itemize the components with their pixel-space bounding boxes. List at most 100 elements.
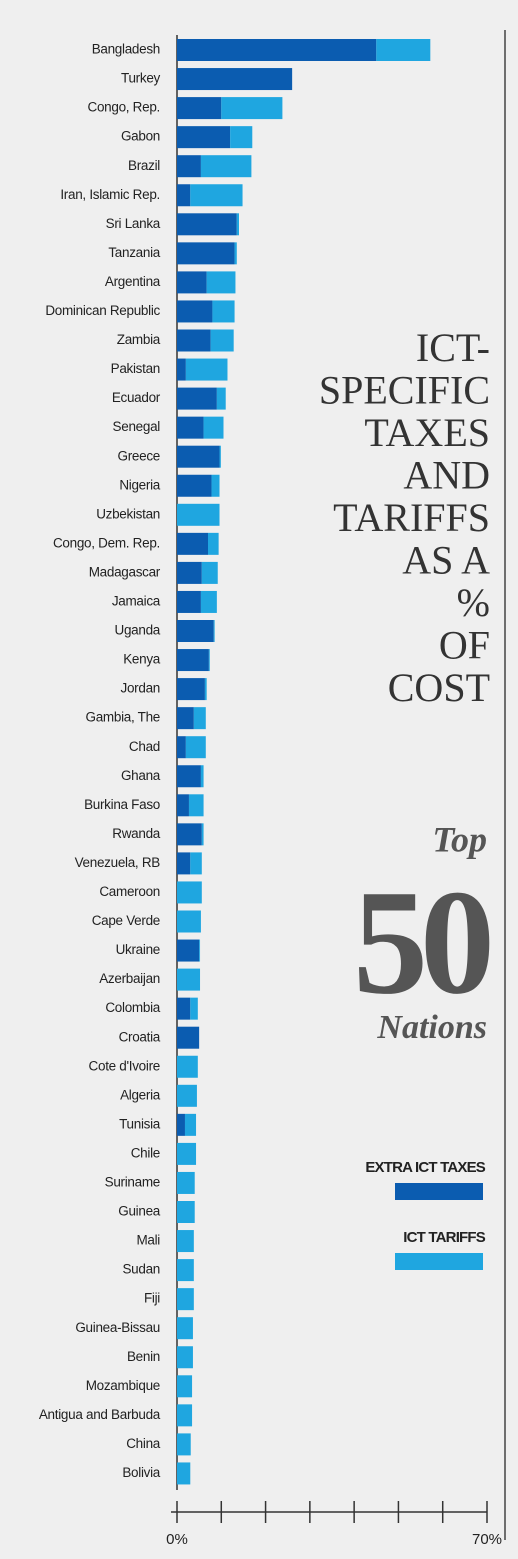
- category-label: Benin: [127, 1349, 160, 1364]
- bar-segment: [177, 678, 205, 701]
- bar-segment: [177, 1375, 193, 1398]
- bar-segment: [188, 794, 204, 817]
- title-line: ICT-: [416, 325, 490, 370]
- bar-segment: [221, 97, 283, 120]
- category-label: Colombia: [105, 1000, 160, 1015]
- legend-swatch: [395, 1253, 483, 1270]
- legend-swatch: [395, 1183, 483, 1200]
- category-label: Mozambique: [86, 1378, 160, 1393]
- title-line: TARIFFS: [333, 495, 490, 540]
- category-label: Gambia, The: [86, 710, 161, 725]
- bar-segment: [234, 242, 237, 265]
- bar-segment: [177, 968, 201, 991]
- subtitle-line: Top: [432, 819, 487, 859]
- bar-segment: [204, 678, 207, 701]
- category-label: Azerbaijan: [99, 971, 160, 986]
- bar-segment: [177, 1288, 194, 1311]
- category-label: Guinea: [118, 1204, 161, 1219]
- category-label: Turkey: [121, 71, 161, 86]
- bar-segment: [177, 1171, 195, 1194]
- category-label: Cape Verde: [92, 913, 160, 928]
- bar-segment: [177, 474, 212, 497]
- bar-segment: [177, 329, 211, 352]
- category-label: Greece: [118, 448, 160, 463]
- bar-segment: [208, 649, 210, 672]
- bar-segment: [177, 707, 194, 730]
- title-line: %: [457, 580, 490, 625]
- category-label: Congo, Dem. Rep.: [53, 535, 160, 550]
- category-label: Bangladesh: [92, 42, 160, 57]
- bar-segment: [177, 155, 201, 178]
- bar-segment: [210, 329, 234, 352]
- bar-segment: [177, 1259, 194, 1282]
- bar-segment: [177, 1055, 198, 1078]
- category-label: Cameroon: [99, 884, 160, 899]
- legend-label: EXTRA ICT TAXES: [365, 1159, 485, 1176]
- bar-segment: [199, 939, 201, 962]
- bar-segment: [177, 1404, 193, 1427]
- x-tick-label: 70%: [472, 1531, 502, 1548]
- bar-segment: [177, 1346, 193, 1369]
- category-label: Zambia: [117, 332, 161, 347]
- bar-segment: [177, 242, 235, 265]
- category-label: Antigua and Barbuda: [39, 1407, 161, 1422]
- bar-segment: [177, 794, 189, 817]
- bar-segment: [177, 1317, 193, 1340]
- bar-segment: [184, 1113, 197, 1136]
- category-label: Sri Lanka: [106, 216, 161, 231]
- category-label: Sudan: [122, 1262, 160, 1277]
- bar-segment: [201, 823, 204, 846]
- bar-segment: [193, 707, 206, 730]
- bar-segment: [177, 561, 202, 584]
- title-line: AS A: [402, 538, 490, 583]
- category-label: Brazil: [128, 158, 160, 173]
- bar-segment: [200, 155, 252, 178]
- bar-segment: [177, 1113, 185, 1136]
- legend-label: ICT TARIFFS: [403, 1229, 486, 1246]
- bar-segment: [185, 736, 206, 759]
- category-label: Dominican Republic: [45, 303, 160, 318]
- category-label: Venezuela, RB: [75, 855, 161, 870]
- bar-segment: [201, 561, 218, 584]
- bar-segment: [376, 39, 431, 61]
- bar-segment: [177, 910, 201, 933]
- bar-segment: [203, 416, 224, 439]
- bar-segment: [177, 387, 217, 410]
- bar-segment: [190, 852, 202, 875]
- category-label: Tunisia: [119, 1116, 161, 1131]
- bar-segment: [190, 184, 243, 207]
- bar-segment: [177, 532, 208, 555]
- category-label: Tanzania: [108, 245, 160, 260]
- bar-segment: [212, 300, 235, 323]
- bar-segment: [177, 1142, 197, 1165]
- bar-segment: [177, 97, 222, 120]
- bar-segment: [177, 590, 201, 613]
- bar-segment: [177, 1201, 195, 1223]
- bar-segment: [177, 1026, 200, 1049]
- bar-segment: [177, 445, 220, 468]
- bar-segment: [177, 416, 204, 439]
- bar-segment: [177, 1084, 197, 1107]
- bar-segment: [177, 1433, 191, 1456]
- category-label: Croatia: [119, 1029, 161, 1044]
- bar-segment: [185, 358, 228, 381]
- bar-segment: [177, 503, 220, 526]
- category-label: Ghana: [121, 768, 161, 783]
- bar-segment: [177, 852, 191, 875]
- category-label: Uzbekistan: [96, 506, 160, 521]
- category-label: Uganda: [115, 623, 161, 638]
- bar-segment: [177, 997, 191, 1020]
- bar-segment: [177, 184, 191, 207]
- category-label: Iran, Islamic Rep.: [60, 187, 160, 202]
- bar-segment: [177, 881, 202, 904]
- bar-segment: [177, 649, 209, 672]
- title-line: AND: [403, 453, 490, 498]
- category-label: Chad: [129, 739, 160, 754]
- category-label: Jamaica: [112, 594, 161, 609]
- bar-segment: [177, 736, 186, 759]
- category-label: Guinea-Bissau: [75, 1320, 160, 1335]
- category-label: Gabon: [121, 129, 160, 144]
- bar-segment: [177, 213, 237, 236]
- subtitle-line: 50: [353, 859, 490, 1025]
